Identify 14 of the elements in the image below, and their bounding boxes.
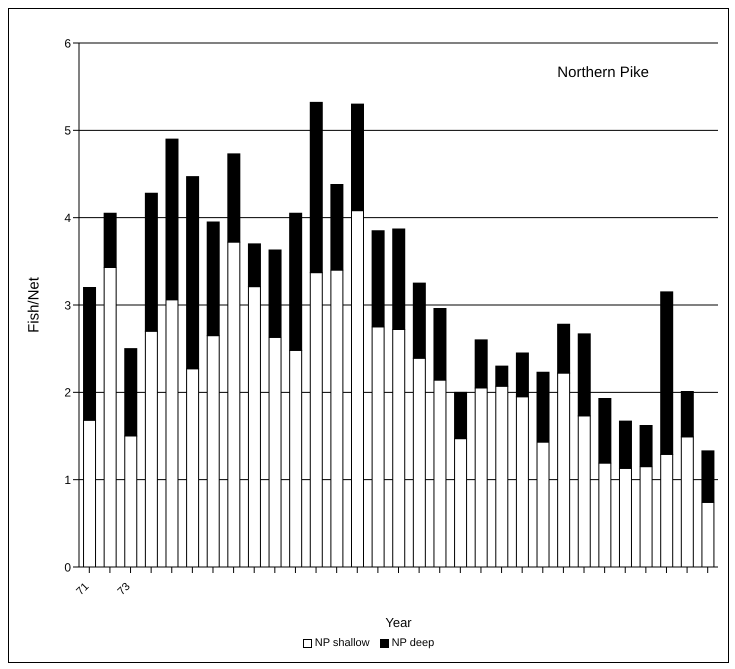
y-tick-label: 2 [64,386,72,400]
x-tick-label: 71 [74,580,92,598]
y-tick-label: 4 [64,210,72,225]
x-tick-label: 73 [116,580,133,598]
y-tick-label: 6 [64,36,72,50]
y-tick-label: 3 [64,298,72,312]
y-tick-label: 0 [64,560,72,574]
legend-label: NP deep [392,637,434,649]
y-axis-title: Fish/Net [25,276,42,333]
x-axis-title: Year [385,615,412,630]
text: Northern Pike [557,64,649,81]
y-tick-label: 5 [64,124,72,138]
legend-label: NP shallow [314,637,370,649]
y-tick-label: 1 [64,472,72,487]
